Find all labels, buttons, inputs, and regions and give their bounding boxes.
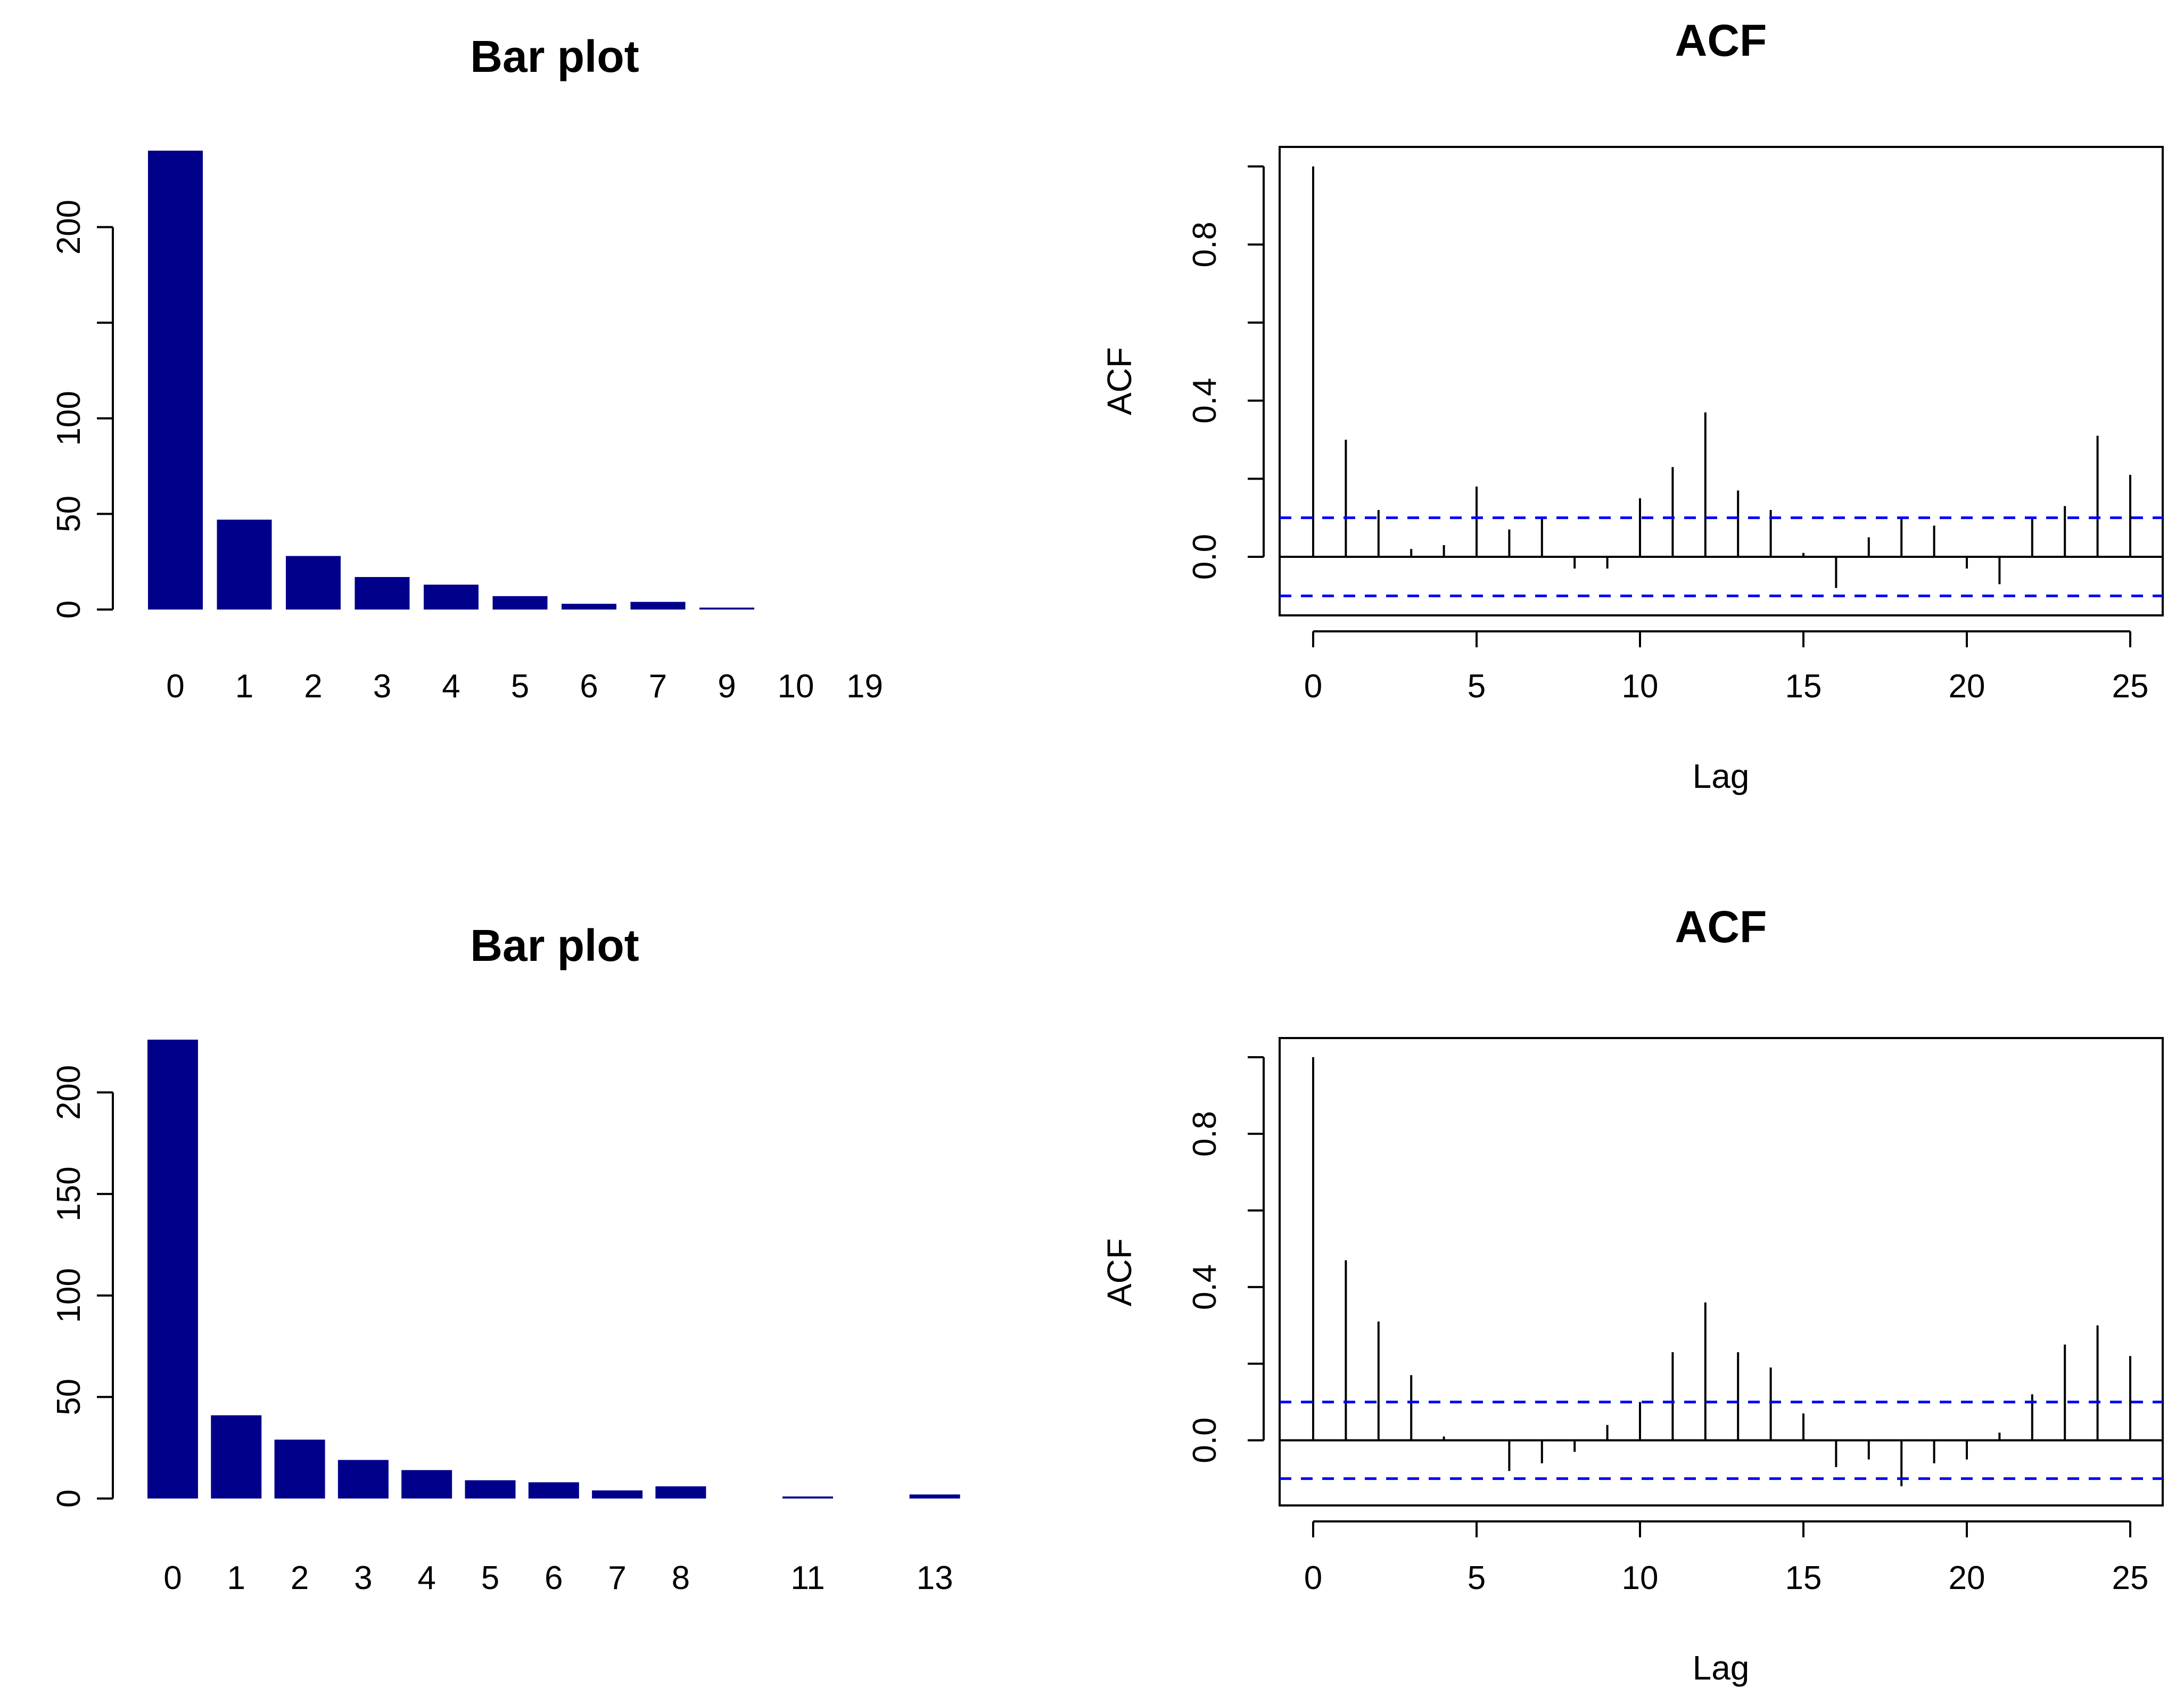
bar bbox=[909, 1494, 960, 1499]
category-label: 8 bbox=[672, 1560, 690, 1596]
x-tick-label: 0 bbox=[1304, 1560, 1322, 1596]
category-label: 11 bbox=[790, 1560, 825, 1596]
x-axis-label: Lag bbox=[1693, 757, 1750, 795]
bar bbox=[337, 1460, 389, 1499]
bar bbox=[211, 1415, 262, 1499]
bar bbox=[148, 151, 203, 610]
x-tick-label: 20 bbox=[1949, 1560, 1985, 1596]
y-tick-label: 50 bbox=[51, 1379, 87, 1415]
category-label: 2 bbox=[304, 668, 322, 705]
x-tick-label: 25 bbox=[2112, 668, 2149, 705]
x-axis: 0 5 10 15 20 25 bbox=[1304, 630, 2149, 705]
chart-title: Bar plot bbox=[470, 920, 639, 970]
category-label: 3 bbox=[373, 668, 391, 705]
y-tick-label: 0.4 bbox=[1186, 378, 1223, 424]
plot-frame bbox=[1279, 1037, 2164, 1507]
category-label: 1 bbox=[227, 1560, 245, 1596]
x-tick-label: 20 bbox=[1949, 668, 1985, 705]
category-label: 13 bbox=[917, 1560, 953, 1596]
x-tick-label: 15 bbox=[1785, 668, 1822, 705]
acf-plot-top: ACF 0.0 0.4 0.8 0 5 10 15 20 25 Lag ACF bbox=[1100, 15, 2164, 795]
y-tick-label: 200 bbox=[51, 200, 87, 254]
y-axis: 0 50 100 200 bbox=[51, 200, 114, 619]
acf-plot-bottom: ACF 0.0 0.4 0.8 0 5 10 15 20 25 Lag ACF bbox=[1100, 902, 2164, 1687]
category-labels: 0 1 2 3 4 5 6 7 9 10 19 bbox=[166, 668, 883, 705]
chart-title: ACF bbox=[1675, 902, 1767, 952]
y-tick-label: 0.8 bbox=[1186, 1111, 1223, 1157]
y-tick-label: 0.0 bbox=[1186, 534, 1223, 580]
category-label: 5 bbox=[511, 668, 529, 705]
y-tick-label: 0 bbox=[51, 600, 87, 619]
acf-spikes bbox=[1280, 166, 2163, 588]
x-tick-label: 0 bbox=[1304, 668, 1322, 705]
bar bbox=[492, 596, 548, 610]
bar bbox=[424, 585, 479, 610]
bar bbox=[286, 556, 341, 610]
bar bbox=[274, 1439, 325, 1499]
y-axis-label: ACF bbox=[1100, 1238, 1139, 1306]
bar bbox=[782, 1496, 833, 1499]
category-label: 0 bbox=[166, 668, 184, 705]
acf-spikes bbox=[1280, 1057, 2163, 1487]
category-labels: 0 1 2 3 4 5 6 7 8 11 13 bbox=[163, 1560, 953, 1596]
category-label: 4 bbox=[442, 668, 460, 705]
category-label: 1 bbox=[235, 668, 253, 705]
category-label: 9 bbox=[718, 668, 736, 705]
bar bbox=[562, 604, 616, 610]
bars bbox=[147, 1040, 960, 1499]
bar bbox=[630, 602, 686, 610]
bar bbox=[217, 520, 272, 610]
bar bbox=[147, 1040, 198, 1499]
chart-title: Bar plot bbox=[470, 31, 639, 81]
plot-frame bbox=[1279, 146, 2164, 616]
chart-title: ACF bbox=[1675, 15, 1767, 65]
y-axis-label: ACF bbox=[1100, 347, 1139, 415]
category-label: 7 bbox=[649, 668, 667, 705]
bar bbox=[699, 607, 754, 610]
bar bbox=[355, 577, 410, 610]
x-tick-label: 10 bbox=[1622, 668, 1659, 705]
bars bbox=[148, 151, 754, 610]
y-tick-label: 50 bbox=[51, 496, 87, 532]
bar bbox=[655, 1486, 706, 1499]
y-tick-label: 0 bbox=[51, 1489, 87, 1508]
category-label: 6 bbox=[545, 1560, 563, 1596]
x-tick-label: 5 bbox=[1468, 668, 1486, 705]
bar-plot-bottom: Bar plot 0 50 100 150 200 0 1 2 3 4 5 6 7 8 11 13 bbox=[51, 920, 960, 1596]
bar bbox=[401, 1470, 452, 1499]
bar bbox=[465, 1480, 516, 1499]
x-tick-label: 5 bbox=[1468, 1560, 1486, 1596]
category-label: 4 bbox=[417, 1560, 435, 1596]
y-axis: 0.0 0.4 0.8 bbox=[1186, 165, 1265, 580]
x-axis-label: Lag bbox=[1693, 1649, 1750, 1687]
y-tick-label: 0.4 bbox=[1186, 1264, 1223, 1310]
x-tick-label: 25 bbox=[2112, 1560, 2149, 1596]
category-label: 3 bbox=[354, 1560, 372, 1596]
y-tick-label: 150 bbox=[51, 1166, 87, 1221]
category-label: 2 bbox=[291, 1560, 309, 1596]
y-tick-label: 100 bbox=[51, 1268, 87, 1323]
category-label: 10 bbox=[778, 668, 814, 705]
bar bbox=[592, 1490, 643, 1499]
x-tick-label: 15 bbox=[1785, 1560, 1822, 1596]
bar-plot-top: Bar plot 0 50 100 200 0 1 2 3 4 5 6 7 9 10 19 bbox=[51, 31, 883, 705]
y-tick-label: 0.0 bbox=[1186, 1418, 1223, 1463]
category-label: 19 bbox=[846, 668, 883, 705]
y-axis: 0 50 100 150 200 bbox=[51, 1065, 114, 1508]
y-tick-label: 100 bbox=[51, 391, 87, 446]
y-tick-label: 0.8 bbox=[1186, 221, 1223, 267]
category-label: 0 bbox=[163, 1560, 182, 1596]
category-label: 5 bbox=[481, 1560, 499, 1596]
category-label: 6 bbox=[580, 668, 598, 705]
category-label: 7 bbox=[608, 1560, 626, 1596]
bar bbox=[528, 1482, 579, 1499]
x-axis: 0 5 10 15 20 25 bbox=[1304, 1520, 2149, 1596]
y-axis: 0.0 0.4 0.8 bbox=[1186, 1056, 1265, 1463]
y-tick-label: 200 bbox=[51, 1065, 87, 1119]
x-tick-label: 10 bbox=[1622, 1560, 1659, 1596]
